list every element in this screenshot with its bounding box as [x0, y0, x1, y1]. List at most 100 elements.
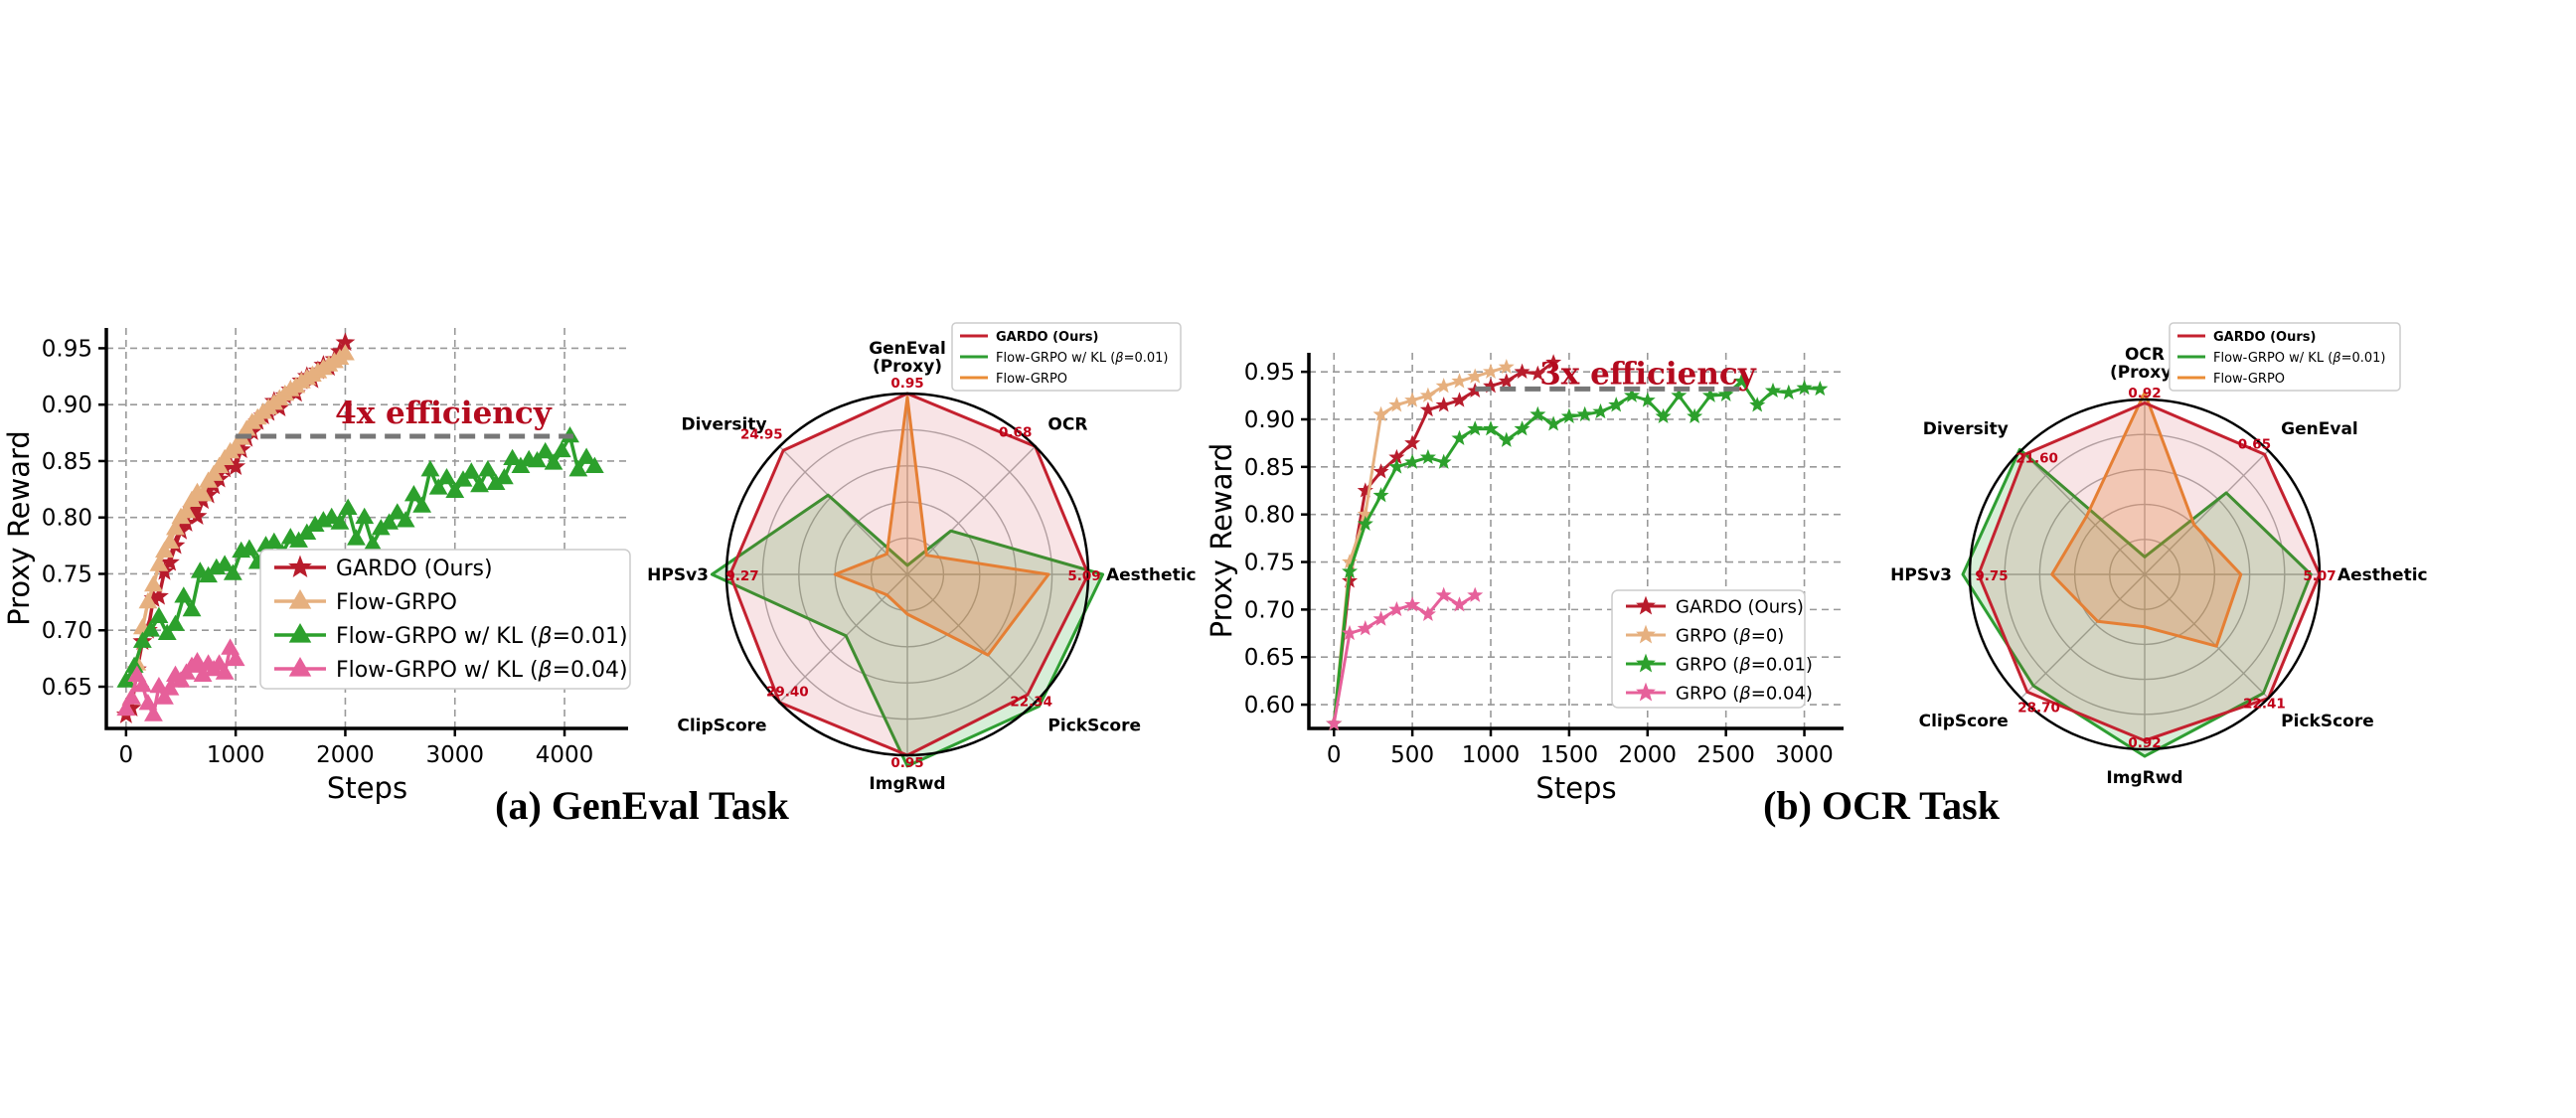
radar-axis-label: GenEval (Proxy): [869, 339, 946, 377]
y-tick-label: 0.75: [42, 561, 92, 587]
radar-series-radar_flow: [2050, 391, 2243, 648]
data-point: [1388, 397, 1405, 412]
radar-axis-label: OCR (Proxy): [2110, 345, 2179, 383]
data-point: [1498, 358, 1515, 375]
radar-spoke: [2020, 573, 2146, 699]
data-point: [478, 459, 498, 477]
legend: GARDO (Ours) Flow-GRPO Flow-GRPO w/ KL (β=…: [259, 549, 631, 690]
data-point: [1624, 387, 1641, 402]
radar-axis-label: PickScore: [1047, 716, 1141, 735]
data-point: [226, 437, 245, 454]
data-point: [132, 631, 152, 648]
legend-swatch-marker: [1636, 595, 1656, 615]
data-point: [1451, 596, 1468, 612]
data-point: [396, 511, 415, 528]
radar-axis-label: ImgRwd: [869, 774, 945, 794]
data-point: [1530, 365, 1546, 381]
data-point: [322, 507, 342, 525]
data-point: [1419, 605, 1436, 621]
data-point: [188, 651, 207, 669]
radar-axis-label: HPSv3: [647, 565, 709, 585]
data-point: [1639, 392, 1656, 407]
data-point: [1467, 368, 1484, 384]
radar-max-value: 0.68: [999, 424, 1032, 440]
data-point: [132, 675, 152, 693]
radar-series-radar_gardo: [1977, 401, 2322, 742]
data-point: [149, 555, 169, 571]
data-point: [470, 475, 489, 493]
efficiency-annotation: 3x efficiency: [1539, 356, 1757, 392]
y-tick-label: 0.95: [1244, 360, 1295, 386]
data-point: [1467, 420, 1484, 436]
data-point: [544, 453, 564, 470]
series-gardo: [1326, 354, 1562, 731]
data-point: [1560, 407, 1577, 423]
data-point: [177, 501, 196, 519]
radar-series-radar_flow: [833, 396, 1050, 657]
data-point: [121, 688, 141, 705]
legend-swatch-marker: [288, 656, 312, 677]
data-point: [1435, 453, 1452, 469]
data-point: [1372, 487, 1389, 503]
data-point: [1764, 382, 1782, 399]
data-point: [149, 606, 169, 623]
axes-frame: [1307, 353, 1844, 730]
legend-swatch-marker: [288, 588, 312, 609]
radar-axis-label: Aesthetic: [2337, 565, 2428, 585]
series-line: [1332, 361, 1554, 724]
x-tick-label: 1000: [1462, 742, 1521, 768]
y-tick-label: 0.80: [42, 506, 92, 532]
data-point: [568, 459, 588, 477]
data-point: [199, 565, 218, 583]
legend-label: Flow-GRPO: [996, 372, 1067, 387]
ocr-line-chart: 0.60 0.65 0.70 0.75 0.80 0.85 0.90 0.95 0 500 1000…: [1205, 353, 1844, 805]
y-tick-label: 0.70: [42, 618, 92, 644]
y-tick-label: 0.85: [1244, 455, 1295, 481]
data-point: [388, 503, 407, 520]
radar-max-value: 5.07: [2303, 568, 2335, 584]
radar-spoke: [2020, 450, 2146, 575]
data-point: [1733, 373, 1750, 389]
data-point: [1498, 431, 1515, 447]
data-point: [437, 468, 456, 485]
y-tick-label: 0.75: [1244, 551, 1295, 576]
data-point: [1372, 405, 1389, 422]
legend-swatch-marker: [1636, 624, 1656, 644]
data-point: [1483, 363, 1500, 379]
x-tick-label: 2500: [1696, 742, 1755, 768]
data-point: [149, 677, 169, 694]
data-point: [1404, 392, 1421, 407]
x-axis-title: Steps: [1535, 771, 1616, 805]
radar-max-value: 9.27: [725, 568, 758, 584]
radar-axis-label: ImgRwd: [2106, 768, 2182, 788]
data-point: [1419, 400, 1436, 417]
radar-axis-label: ClipScore: [1919, 712, 2009, 731]
legend-swatch-marker: [1636, 653, 1656, 673]
data-point: [528, 451, 547, 468]
series-line: [1332, 593, 1476, 724]
data-point: [155, 541, 174, 559]
data-point: [338, 498, 358, 515]
legend-label: GARDO (Ours): [996, 330, 1098, 345]
radar-max-value: 22.34: [1010, 695, 1052, 711]
radar-axis-label: Diversity: [681, 415, 766, 435]
x-tick-label: 1500: [1540, 742, 1599, 768]
data-point: [536, 441, 556, 459]
series-flow: [1326, 358, 1515, 731]
data-point: [1796, 379, 1813, 396]
data-point: [221, 638, 241, 655]
y-tick-label: 0.65: [1244, 645, 1295, 671]
y-axis-title: Proxy Reward: [2, 430, 36, 626]
y-axis-title: Proxy Reward: [1205, 443, 1238, 639]
data-point: [1749, 397, 1766, 412]
axes-frame: [104, 328, 628, 730]
radar-spoke: [2144, 450, 2269, 575]
radar-axis-label: ClipScore: [677, 716, 766, 735]
data-point: [1451, 392, 1468, 407]
data-point: [1530, 405, 1546, 422]
data-point: [1404, 434, 1421, 450]
data-point: [210, 456, 230, 473]
data-point: [355, 507, 375, 525]
data-point: [461, 462, 481, 479]
